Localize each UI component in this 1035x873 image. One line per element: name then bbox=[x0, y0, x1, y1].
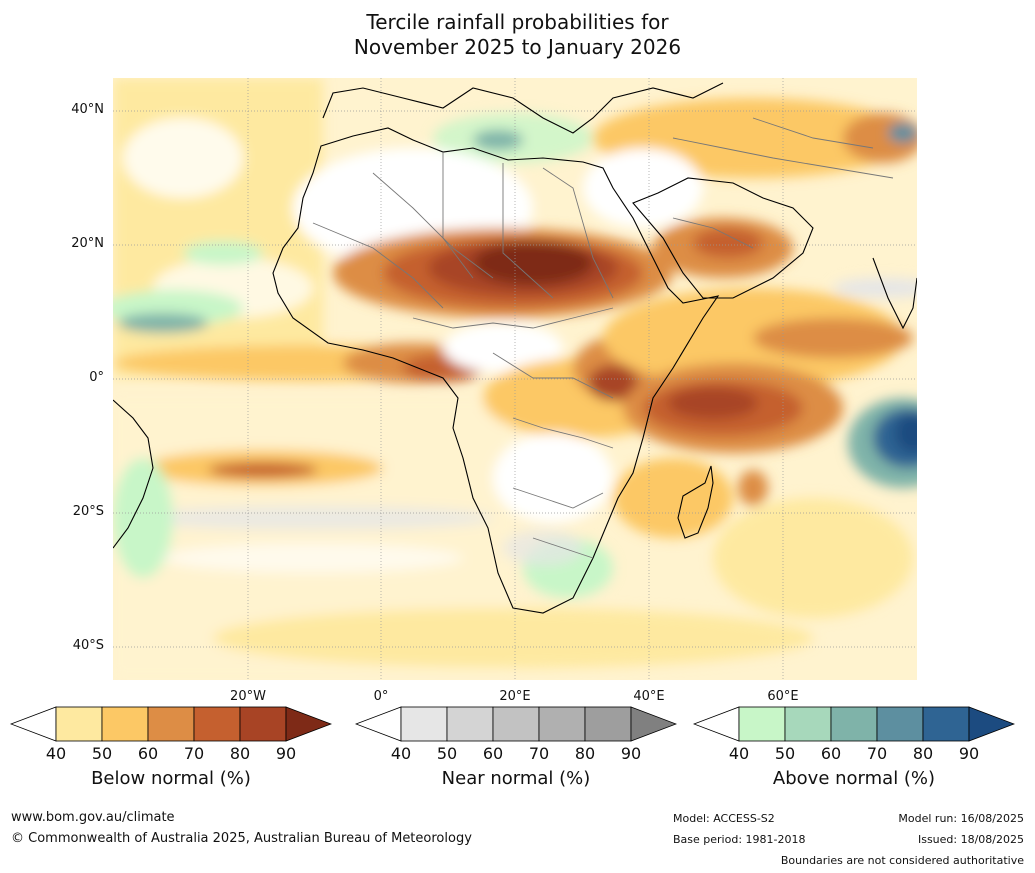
europe-coast bbox=[322, 82, 724, 134]
lat-label-20n: 20°N bbox=[71, 236, 104, 251]
title-line-2: November 2025 to January 2026 bbox=[353, 35, 682, 59]
near-tick-50: 50 bbox=[436, 744, 458, 763]
near-tick-90: 90 bbox=[620, 744, 642, 763]
colorbar-lower-extension bbox=[9, 706, 57, 742]
lon-label-0: 0° bbox=[373, 689, 389, 704]
near-tick-40: 40 bbox=[390, 744, 412, 763]
country-borders bbox=[312, 117, 894, 559]
above-normal-title: Above normal (%) bbox=[772, 768, 936, 789]
below-tick-80: 80 bbox=[229, 744, 251, 763]
colorbar-lower-extension bbox=[692, 706, 740, 742]
above-tick-60: 60 bbox=[820, 744, 842, 763]
model-text: Model: ACCESS-S2 bbox=[673, 812, 775, 825]
model-run-text: Model run: 16/08/2025 bbox=[898, 812, 1024, 825]
above-tick-80: 80 bbox=[912, 744, 934, 763]
colorbar-below-normal-svg bbox=[9, 706, 333, 742]
below-tick-40: 40 bbox=[45, 744, 67, 763]
colorbar-near-normal bbox=[354, 706, 678, 746]
lat-label-40n: 40°N bbox=[71, 102, 104, 117]
below-tick-50: 50 bbox=[91, 744, 113, 763]
base-period-text: Base period: 1981-2018 bbox=[673, 833, 806, 846]
copyright-text: © Commonwealth of Australia 2025, Austra… bbox=[11, 831, 472, 846]
graticule bbox=[113, 78, 917, 680]
below-tick-90: 90 bbox=[275, 744, 297, 763]
lon-label-40e: 40°E bbox=[633, 689, 665, 704]
madagascar-coast bbox=[677, 465, 714, 539]
below-tick-60: 60 bbox=[137, 744, 159, 763]
lat-label-20s: 20°S bbox=[72, 504, 104, 519]
lon-label-60e: 60°E bbox=[767, 689, 799, 704]
lon-label-20w: 20°W bbox=[230, 689, 266, 704]
india-coast bbox=[872, 257, 917, 330]
rainfall-probability-map[interactable] bbox=[113, 78, 917, 680]
colorbar-segment bbox=[239, 706, 287, 742]
colorbar-upper-extension bbox=[968, 706, 1016, 742]
website-link[interactable]: www.bom.gov.au/climate bbox=[11, 810, 175, 825]
near-tick-60: 60 bbox=[482, 744, 504, 763]
colorbar-segment bbox=[193, 706, 241, 742]
colorbar-segment bbox=[784, 706, 832, 742]
below-normal-title: Below normal (%) bbox=[91, 768, 251, 789]
above-tick-40: 40 bbox=[728, 744, 750, 763]
issued-text: Issued: 18/08/2025 bbox=[917, 833, 1024, 846]
colorbar-segment bbox=[101, 706, 149, 742]
colorbar-below-normal bbox=[9, 706, 333, 746]
colorbar-segment bbox=[55, 706, 103, 742]
colorbar-lower-extension bbox=[354, 706, 402, 742]
title-line-1: Tercile rainfall probabilities for bbox=[366, 10, 669, 34]
lon-label-20e: 20°E bbox=[499, 689, 531, 704]
lat-label-40s: 40°S bbox=[72, 638, 104, 653]
disclaimer-text: Boundaries are not considered authoritat… bbox=[780, 854, 1024, 867]
colorbar-segment bbox=[538, 706, 586, 742]
above-tick-50: 50 bbox=[774, 744, 796, 763]
colorbar-segment bbox=[584, 706, 632, 742]
near-tick-70: 70 bbox=[528, 744, 550, 763]
arabia-coast bbox=[632, 177, 814, 299]
colorbar-upper-extension bbox=[285, 706, 333, 742]
map-svg bbox=[113, 78, 917, 680]
colorbar-upper-extension bbox=[630, 706, 678, 742]
colorbar-segment bbox=[400, 706, 448, 742]
near-normal-title: Near normal (%) bbox=[441, 768, 591, 789]
colorbar-segment bbox=[922, 706, 970, 742]
colorbar-segment bbox=[876, 706, 924, 742]
colorbar-segment bbox=[492, 706, 540, 742]
colorbar-segment bbox=[147, 706, 195, 742]
colorbar-above-normal bbox=[692, 706, 1016, 746]
lat-label-0: 0° bbox=[89, 370, 104, 385]
near-tick-80: 80 bbox=[574, 744, 596, 763]
south-america-coast bbox=[113, 399, 154, 549]
below-tick-70: 70 bbox=[183, 744, 205, 763]
colorbar-near-normal-svg bbox=[354, 706, 678, 742]
colorbar-segment bbox=[830, 706, 878, 742]
colorbar-segment bbox=[738, 706, 786, 742]
above-tick-70: 70 bbox=[866, 744, 888, 763]
map-title: Tercile rainfall probabilities for Novem… bbox=[0, 10, 1035, 60]
colorbar-above-normal-svg bbox=[692, 706, 1016, 742]
colorbar-segment bbox=[446, 706, 494, 742]
above-tick-90: 90 bbox=[958, 744, 980, 763]
